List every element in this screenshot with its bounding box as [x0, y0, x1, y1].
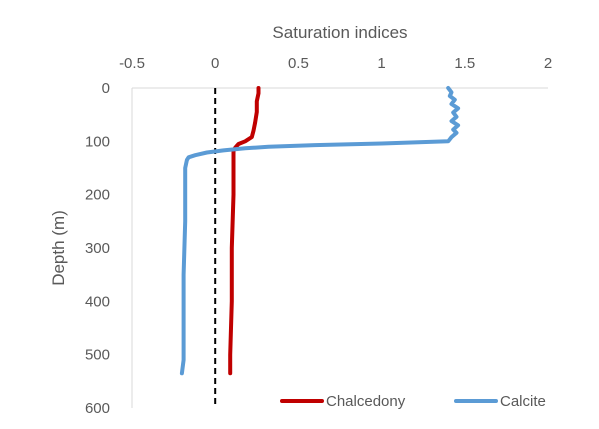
x-tick-label: -0.5: [119, 55, 145, 72]
series-line-chalcedony: [228, 86, 261, 376]
series-line-calcite: [179, 86, 461, 376]
y-tick-label: 600: [85, 400, 110, 417]
y-tick-label: 200: [85, 187, 110, 204]
x-tick-label: 0.5: [288, 55, 309, 72]
x-tick-label: 0: [211, 55, 219, 72]
y-tick-label: 400: [85, 293, 110, 310]
y-tick-label: 0: [102, 80, 110, 97]
legend-label-chalcedony: Chalcedony: [326, 393, 406, 410]
x-axis-title: Saturation indices: [272, 23, 407, 42]
y-tick-label: 300: [85, 240, 110, 257]
x-tick-label: 1.5: [454, 55, 475, 72]
x-tick-label: 1: [377, 55, 385, 72]
x-tick-label: 2: [544, 55, 552, 72]
y-axis-title: Depth (m): [49, 210, 68, 286]
y-tick-label: 500: [85, 347, 110, 364]
y-tick-label: 100: [85, 133, 110, 150]
legend-label-calcite: Calcite: [500, 393, 546, 410]
